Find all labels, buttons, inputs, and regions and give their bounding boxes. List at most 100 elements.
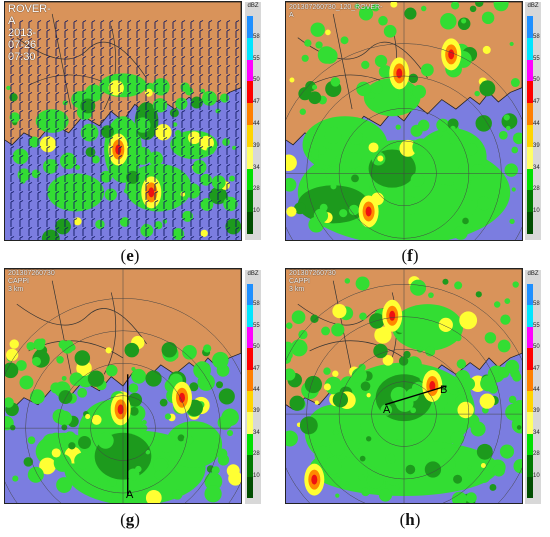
echo-cell — [298, 87, 312, 101]
legend-swatch — [247, 326, 253, 349]
echo-cell — [504, 163, 518, 177]
echo-cell — [465, 143, 478, 156]
echo-cell — [39, 457, 56, 475]
echo-cell — [398, 356, 409, 366]
echo-cell — [493, 301, 501, 308]
echo-cell — [380, 404, 392, 416]
wind-barb — [199, 20, 204, 29]
echo-cell — [122, 470, 128, 475]
echo-cell — [68, 442, 76, 450]
wind-barb — [226, 146, 231, 155]
wind-barb — [181, 191, 186, 200]
wind-barb — [118, 209, 123, 218]
legend-swatch — [247, 212, 253, 235]
wind-barb — [145, 209, 150, 218]
wind-barb — [181, 20, 186, 29]
wind-barb — [235, 218, 240, 227]
echo-cell — [405, 388, 419, 402]
legend-swatch — [247, 190, 253, 213]
wind-barb — [55, 65, 60, 74]
wind-barb — [208, 101, 213, 110]
wind-barb — [109, 173, 114, 182]
wind-barb — [190, 65, 195, 74]
color-legend-h: dBZ 58 55 50 47 44 39 34 28 10 — [525, 270, 541, 504]
wind-barb — [163, 146, 168, 155]
echo-cell — [459, 311, 478, 330]
wind-barb — [109, 137, 114, 146]
wind-barb — [190, 128, 195, 137]
echo-cell — [6, 348, 19, 362]
wind-barb — [172, 110, 177, 119]
legend-swatch — [247, 284, 253, 306]
echo-cell — [466, 224, 473, 231]
wind-barb — [217, 164, 222, 173]
wind-barb — [217, 236, 222, 240]
caption-g: (g) — [120, 510, 140, 529]
wind-barb — [163, 56, 168, 65]
wind-barb — [190, 236, 195, 240]
wind-barb — [73, 74, 78, 83]
echo-cell — [454, 334, 462, 342]
wind-barb — [199, 146, 204, 155]
echo-cell — [498, 366, 510, 378]
echo-cell — [424, 461, 442, 478]
wind-barb — [190, 218, 195, 227]
wind-barb — [136, 29, 141, 38]
wind-barb — [163, 65, 168, 74]
legend-unit: dBZ — [247, 271, 259, 277]
wind-barb — [163, 110, 168, 119]
radar-map-h — [285, 268, 523, 504]
echo-cell — [405, 464, 416, 475]
wind-barb — [154, 200, 159, 209]
wind-barb — [208, 65, 213, 74]
wind-barb — [172, 38, 177, 47]
wind-barb — [136, 38, 141, 47]
echo-cell — [499, 444, 515, 459]
echo-cell — [378, 15, 388, 26]
wind-barb — [10, 191, 15, 200]
wind-barb — [172, 83, 177, 92]
wind-barb — [64, 137, 69, 146]
wind-barb — [82, 173, 87, 182]
echo-cell — [197, 373, 215, 391]
wind-barb — [46, 92, 51, 101]
legend-tick: 55 — [253, 55, 260, 62]
echo-core — [179, 392, 185, 403]
wind-barb — [82, 191, 87, 200]
echo-cell — [493, 2, 509, 12]
wind-barb — [226, 155, 231, 164]
echo-cell — [373, 343, 388, 359]
echo-core — [115, 144, 122, 155]
wind-barb — [127, 218, 132, 227]
echo-cell — [9, 93, 18, 102]
echo-cell — [412, 138, 430, 156]
wind-barb — [37, 173, 42, 182]
wind-barb — [199, 110, 204, 119]
legend-swatch — [247, 103, 253, 126]
echo-cell — [286, 206, 297, 217]
wind-barb — [145, 164, 150, 173]
wind-barb — [64, 164, 69, 173]
wind-barb — [136, 209, 141, 218]
wind-barb — [235, 137, 240, 146]
echo-cell — [459, 469, 470, 480]
legend-tick: 44 — [533, 387, 540, 393]
wind-barb — [37, 182, 42, 191]
legend-swatch — [247, 412, 253, 435]
echo-cell — [5, 362, 19, 379]
echo-cell — [148, 151, 164, 166]
wind-barb — [100, 101, 105, 110]
wind-barb — [19, 47, 24, 56]
echo-cell — [505, 403, 522, 421]
wind-barb — [181, 29, 186, 38]
map-canvas — [5, 269, 241, 503]
wind-barb — [208, 182, 213, 191]
wind-barb — [82, 137, 87, 146]
wind-barb — [127, 29, 132, 38]
wind-barb — [217, 47, 222, 56]
echo-cell — [504, 298, 511, 304]
wind-barb — [10, 200, 15, 209]
wind-barb — [100, 128, 105, 137]
wind-barb — [199, 29, 204, 38]
echo-core — [365, 206, 372, 217]
